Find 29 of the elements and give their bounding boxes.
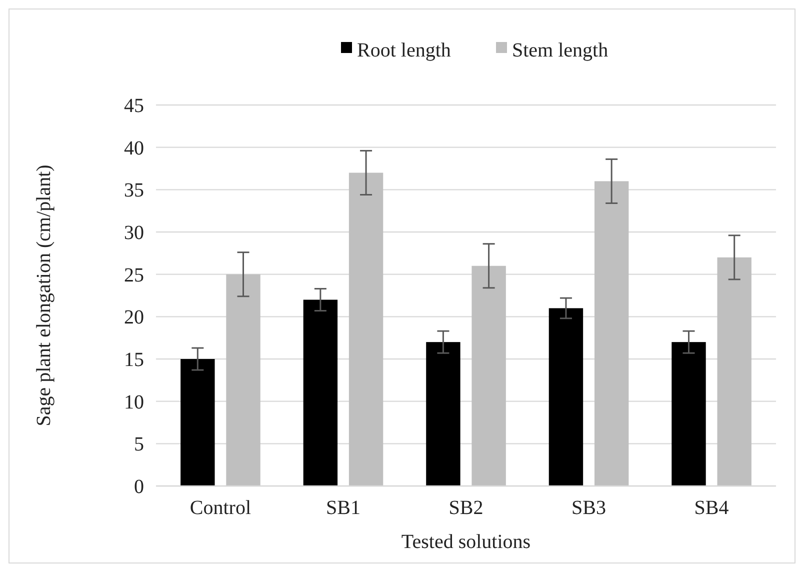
x-tick-label: SB2 [448, 497, 484, 519]
bar [472, 266, 506, 486]
y-tick-label: 30 [124, 222, 144, 244]
bar [226, 274, 260, 486]
x-tick-label: SB3 [572, 497, 606, 519]
bar [426, 342, 460, 486]
bar [594, 181, 629, 486]
y-tick-label: 0 [134, 476, 144, 498]
y-tick-label: 5 [134, 434, 144, 456]
y-tick-label: 35 [124, 180, 144, 202]
y-tick-label: 10 [124, 391, 144, 414]
y-axis-title: Sage plant elongation (cm/plant) [33, 164, 55, 426]
x-tick-label: SB1 [326, 497, 360, 519]
y-tick-label: 45 [124, 95, 144, 117]
bar [672, 342, 706, 486]
x-tick-label: SB4 [694, 497, 729, 519]
bar [717, 257, 752, 486]
y-tick-label: 25 [124, 264, 144, 286]
y-tick-label: 40 [124, 137, 144, 160]
bar [548, 308, 584, 486]
legend-label: Root length [357, 39, 451, 62]
bar [348, 172, 384, 486]
x-tick-label: Control [190, 497, 252, 519]
bar [180, 359, 215, 486]
x-axis-title: Tested solutions [401, 531, 531, 553]
y-tick-label: 15 [124, 349, 144, 371]
bar [303, 300, 338, 486]
legend-label: Stem length [512, 39, 608, 62]
y-tick-label: 20 [124, 306, 144, 329]
